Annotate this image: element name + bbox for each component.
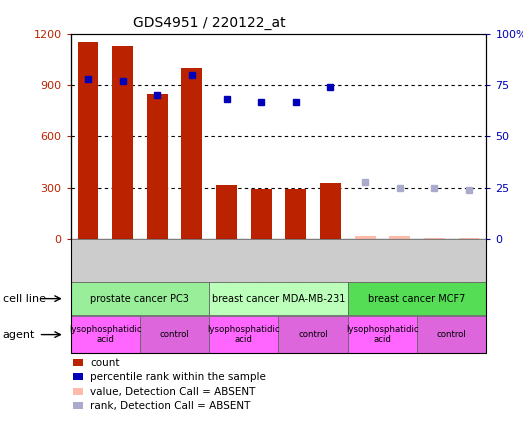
Bar — [459, 238, 480, 239]
Bar — [286, 189, 306, 239]
Text: percentile rank within the sample: percentile rank within the sample — [90, 372, 266, 382]
Text: control: control — [298, 330, 328, 339]
Text: GDS4951 / 220122_at: GDS4951 / 220122_at — [133, 16, 286, 30]
Bar — [112, 46, 133, 239]
Text: control: control — [437, 330, 467, 339]
Text: rank, Detection Call = ABSENT: rank, Detection Call = ABSENT — [90, 401, 251, 411]
Bar — [355, 236, 376, 239]
Text: lysophosphatidic
acid: lysophosphatidic acid — [69, 325, 142, 344]
Text: count: count — [90, 358, 120, 368]
Text: prostate cancer PC3: prostate cancer PC3 — [90, 294, 189, 304]
Bar — [216, 185, 237, 239]
Text: agent: agent — [3, 330, 35, 340]
Bar — [251, 190, 271, 239]
Bar — [181, 68, 202, 239]
Bar — [77, 42, 98, 239]
Bar — [147, 93, 167, 239]
Bar — [424, 238, 445, 239]
Text: value, Detection Call = ABSENT: value, Detection Call = ABSENT — [90, 387, 256, 397]
Text: lysophosphatidic
acid: lysophosphatidic acid — [208, 325, 280, 344]
Text: breast cancer MDA-MB-231: breast cancer MDA-MB-231 — [212, 294, 345, 304]
Text: control: control — [160, 330, 189, 339]
Bar — [320, 183, 341, 239]
Text: lysophosphatidic
acid: lysophosphatidic acid — [346, 325, 419, 344]
Bar — [389, 236, 410, 239]
Text: cell line: cell line — [3, 294, 46, 304]
Text: breast cancer MCF7: breast cancer MCF7 — [368, 294, 466, 304]
